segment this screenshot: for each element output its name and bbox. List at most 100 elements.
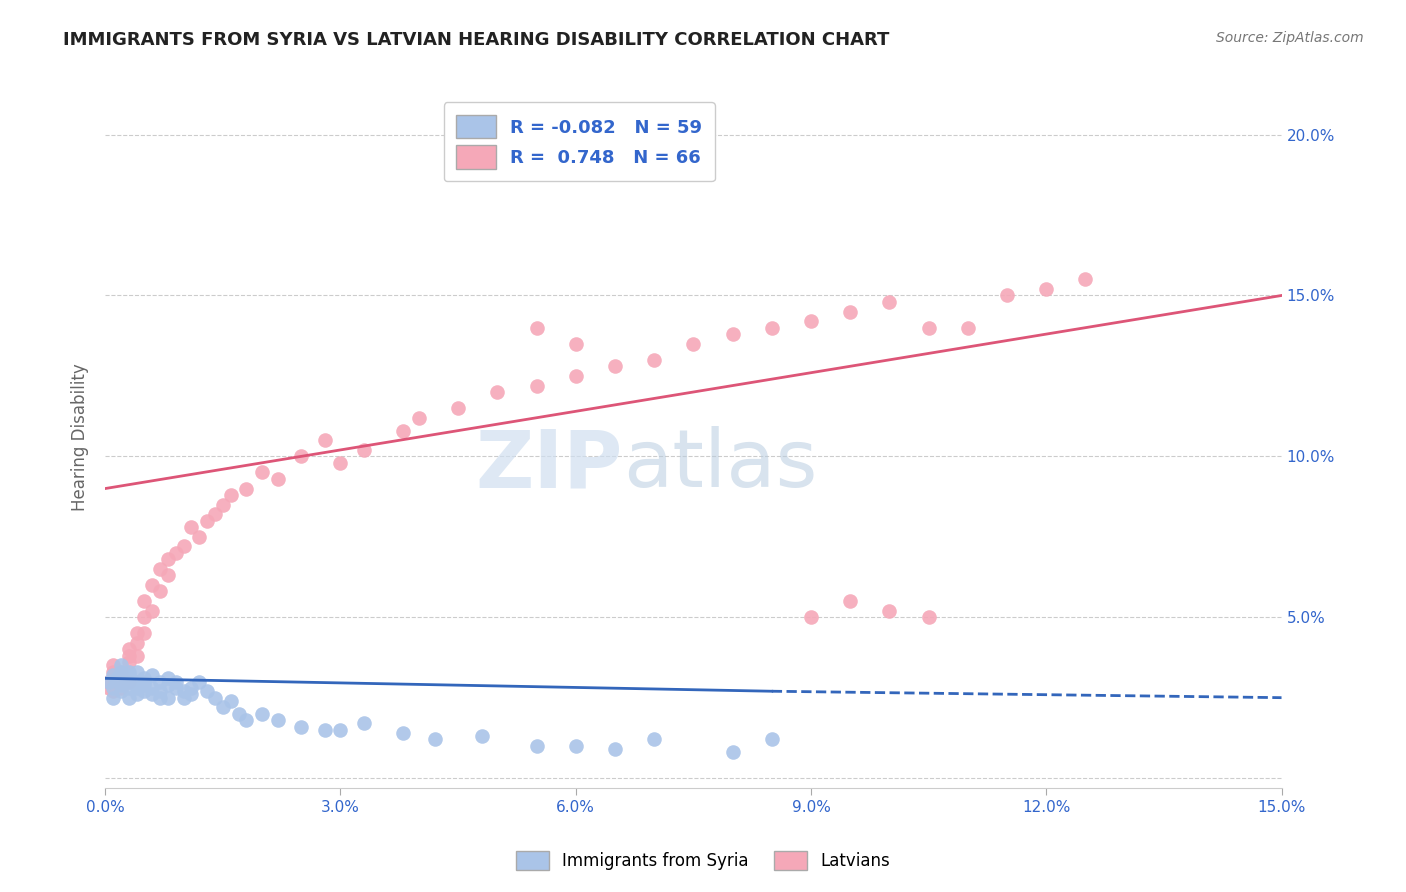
Point <box>235 482 257 496</box>
Point <box>156 552 179 566</box>
Point <box>141 668 163 682</box>
Point <box>180 520 202 534</box>
Point <box>110 684 132 698</box>
Point <box>800 610 823 624</box>
Text: IMMIGRANTS FROM SYRIA VS LATVIAN HEARING DISABILITY CORRELATION CHART: IMMIGRANTS FROM SYRIA VS LATVIAN HEARING… <box>63 31 890 49</box>
Point <box>101 681 124 695</box>
Point <box>250 466 273 480</box>
Point <box>141 604 163 618</box>
Point <box>101 690 124 705</box>
Point <box>564 336 586 351</box>
Point <box>173 690 195 705</box>
Point <box>682 336 704 351</box>
Point <box>141 681 163 695</box>
Point <box>101 665 124 679</box>
Point <box>408 410 430 425</box>
Point <box>180 681 202 695</box>
Point <box>392 424 415 438</box>
Point <box>267 713 290 727</box>
Point <box>118 690 141 705</box>
Point <box>204 508 226 522</box>
Point <box>188 530 211 544</box>
Point <box>219 694 242 708</box>
Point <box>165 681 187 695</box>
Point <box>917 610 939 624</box>
Point <box>564 739 586 753</box>
Point <box>917 320 939 334</box>
Point <box>643 352 665 367</box>
Point <box>392 726 415 740</box>
Point <box>471 729 494 743</box>
Point <box>211 498 233 512</box>
Point <box>219 488 242 502</box>
Point <box>839 304 862 318</box>
Point <box>105 671 128 685</box>
Point <box>125 665 148 679</box>
Point <box>118 665 141 679</box>
Point <box>761 732 783 747</box>
Point <box>314 434 336 448</box>
Point <box>290 450 312 464</box>
Text: ZIP: ZIP <box>475 426 623 504</box>
Point <box>134 594 156 608</box>
Point <box>423 732 446 747</box>
Point <box>564 368 586 383</box>
Point <box>353 442 375 457</box>
Point <box>956 320 979 334</box>
Point <box>195 514 218 528</box>
Point <box>110 674 132 689</box>
Point <box>447 401 470 416</box>
Point <box>149 674 172 689</box>
Point <box>267 472 290 486</box>
Point <box>101 684 124 698</box>
Point <box>879 604 901 618</box>
Point <box>118 668 141 682</box>
Point <box>643 732 665 747</box>
Point <box>101 668 124 682</box>
Point <box>149 562 172 576</box>
Point <box>134 671 156 685</box>
Point <box>156 690 179 705</box>
Point <box>125 688 148 702</box>
Point <box>110 665 132 679</box>
Point <box>1074 272 1097 286</box>
Legend: Immigrants from Syria, Latvians: Immigrants from Syria, Latvians <box>509 844 897 877</box>
Point <box>97 674 120 689</box>
Point <box>134 626 156 640</box>
Point <box>118 674 141 689</box>
Text: atlas: atlas <box>623 426 817 504</box>
Point <box>329 456 352 470</box>
Point <box>141 578 163 592</box>
Point <box>149 684 172 698</box>
Point <box>149 690 172 705</box>
Point <box>250 706 273 721</box>
Point <box>526 378 548 392</box>
Point <box>603 742 626 756</box>
Point <box>141 688 163 702</box>
Point <box>134 674 156 689</box>
Point <box>761 320 783 334</box>
Point <box>110 665 132 679</box>
Point <box>118 674 141 689</box>
Point <box>156 568 179 582</box>
Point <box>98 674 121 689</box>
Point <box>314 723 336 737</box>
Point <box>134 678 156 692</box>
Point <box>134 684 156 698</box>
Y-axis label: Hearing Disability: Hearing Disability <box>72 363 89 511</box>
Point <box>125 636 148 650</box>
Point <box>101 674 124 689</box>
Point <box>101 658 124 673</box>
Point <box>173 540 195 554</box>
Point <box>110 658 132 673</box>
Point <box>125 674 148 689</box>
Point <box>110 681 132 695</box>
Point <box>839 594 862 608</box>
Point <box>1035 282 1057 296</box>
Point <box>118 681 141 695</box>
Point <box>721 745 744 759</box>
Point <box>879 294 901 309</box>
Point <box>156 678 179 692</box>
Legend: R = -0.082   N = 59, R =  0.748   N = 66: R = -0.082 N = 59, R = 0.748 N = 66 <box>444 103 716 181</box>
Point <box>228 706 250 721</box>
